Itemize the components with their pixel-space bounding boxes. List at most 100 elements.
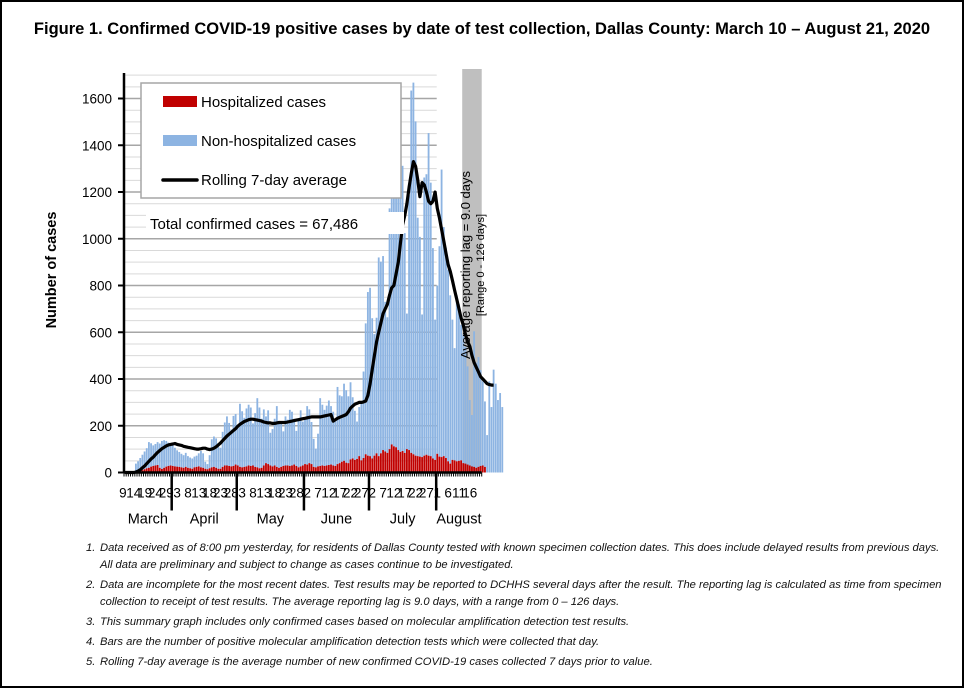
bar-non-hospitalized xyxy=(375,317,378,454)
bar-hospitalized xyxy=(464,463,467,473)
x-tick-label: 22 xyxy=(408,486,423,501)
footnote-number: 1. xyxy=(86,542,96,554)
bar-hospitalized xyxy=(466,464,469,473)
bar-hospitalized xyxy=(343,460,345,473)
bar-non-hospitalized xyxy=(418,236,421,457)
x-tick-label: 13 xyxy=(191,486,206,501)
bar-hospitalized xyxy=(284,465,287,473)
bar-non-hospitalized xyxy=(323,409,326,466)
bar-hospitalized xyxy=(236,465,239,473)
bar-non-hospitalized xyxy=(191,458,194,469)
bar-hospitalized xyxy=(254,466,257,473)
bar-hospitalized xyxy=(219,468,222,473)
bar-hospitalized xyxy=(204,468,207,473)
bar-hospitalized xyxy=(373,455,376,473)
reporting-lag-range: [Range 0 - 126 days] xyxy=(475,214,487,316)
bar-hospitalized xyxy=(362,458,365,473)
bar-non-hospitalized xyxy=(249,407,252,466)
bar-non-hospitalized xyxy=(230,429,233,467)
bar-non-hospitalized xyxy=(141,454,144,471)
bar-non-hospitalized xyxy=(343,383,345,461)
bar-non-hospitalized xyxy=(434,319,436,460)
bar-non-hospitalized xyxy=(371,318,374,459)
bar-hospitalized xyxy=(230,466,233,473)
bar-non-hospitalized xyxy=(321,404,324,466)
bar-hospitalized xyxy=(161,468,163,473)
bar-non-hospitalized xyxy=(445,247,447,459)
bar-hospitalized xyxy=(421,457,423,473)
x-tick-label: 16 xyxy=(462,486,477,501)
bars xyxy=(124,82,504,473)
bar-hospitalized xyxy=(449,463,452,473)
footnote-number: 5. xyxy=(86,656,96,668)
bar-non-hospitalized xyxy=(382,256,384,451)
bar-non-hospitalized xyxy=(275,406,278,467)
bar-non-hospitalized xyxy=(384,301,387,452)
bar-non-hospitalized xyxy=(208,455,211,469)
bar-hospitalized xyxy=(171,465,174,473)
bar-hospitalized xyxy=(358,456,361,473)
footnote: 5. Rolling 7-day average is the average n… xyxy=(86,654,946,671)
bar-non-hospitalized xyxy=(449,295,452,464)
bar-non-hospitalized xyxy=(347,396,350,464)
bar-non-hospitalized xyxy=(421,314,423,458)
bar-hospitalized xyxy=(403,452,406,473)
legend: Hospitalized cases Non-hospitalized case… xyxy=(140,82,402,199)
bar-hospitalized xyxy=(360,460,363,473)
bar-non-hospitalized xyxy=(388,208,391,450)
bar-hospitalized xyxy=(330,464,332,473)
x-tick-label: 28 xyxy=(289,486,304,501)
bar-non-hospitalized xyxy=(464,346,467,464)
bar-non-hospitalized xyxy=(215,438,218,468)
bar-hospitalized xyxy=(451,459,454,473)
bar-hospitalized xyxy=(234,464,237,473)
bar-non-hospitalized xyxy=(267,410,270,465)
bar-non-hospitalized xyxy=(466,366,469,465)
bar-non-hospitalized xyxy=(304,419,306,465)
bar-hospitalized xyxy=(379,453,382,473)
bar-non-hospitalized xyxy=(432,248,434,459)
bar-non-hospitalized xyxy=(425,174,428,455)
bar-hospitalized xyxy=(306,464,309,473)
x-tick-label: 12 xyxy=(321,486,336,501)
bar-non-hospitalized xyxy=(317,433,319,467)
bar-non-hospitalized xyxy=(163,440,165,468)
bar-non-hospitalized xyxy=(405,313,408,450)
legend-label-hospitalized: Hospitalized cases xyxy=(201,94,326,111)
bar-non-hospitalized xyxy=(256,398,259,468)
bar-hospitalized xyxy=(260,467,263,473)
bar-hospitalized xyxy=(191,468,194,473)
reporting-lag-label-group: Average reporting lag = 9.0 days [Range … xyxy=(458,170,487,359)
x-tick-label: 19 xyxy=(137,486,152,501)
bar-non-hospitalized xyxy=(416,217,419,457)
bar-non-hospitalized xyxy=(499,393,502,473)
bar-non-hospitalized xyxy=(390,189,393,445)
x-tick-label: 9 xyxy=(119,486,127,501)
month-label: June xyxy=(321,512,352,528)
bar-hospitalized xyxy=(319,465,322,473)
x-tick-label: 3 xyxy=(173,486,181,501)
bar-non-hospitalized xyxy=(310,422,313,465)
bar-hospitalized xyxy=(256,467,259,473)
bar-hospitalized xyxy=(262,465,265,473)
bar-hospitalized xyxy=(180,467,183,473)
x-tick-label: 17 xyxy=(397,486,412,501)
bar-hospitalized xyxy=(432,458,434,473)
bar-hospitalized xyxy=(455,461,458,473)
bar-non-hospitalized xyxy=(217,443,220,469)
figure-title: Figure 1. Confirmed COVID-19 positive ca… xyxy=(33,20,931,38)
bar-hospitalized xyxy=(347,463,350,473)
bar-hospitalized xyxy=(460,460,463,473)
bar-hospitalized xyxy=(208,468,211,473)
bar-hospitalized xyxy=(327,465,330,473)
bar-non-hospitalized xyxy=(284,416,287,466)
x-tick-label: 24 xyxy=(148,486,164,501)
bar-hospitalized xyxy=(442,456,445,473)
bar-non-hospitalized xyxy=(161,440,163,469)
y-tick-label: 1200 xyxy=(82,185,112,200)
x-tick-label: 3 xyxy=(238,486,246,501)
bar-non-hospitalized xyxy=(488,381,491,473)
bar-non-hospitalized xyxy=(360,401,363,461)
bar-non-hospitalized xyxy=(362,371,365,459)
legend-swatch-hospitalized xyxy=(163,96,197,107)
